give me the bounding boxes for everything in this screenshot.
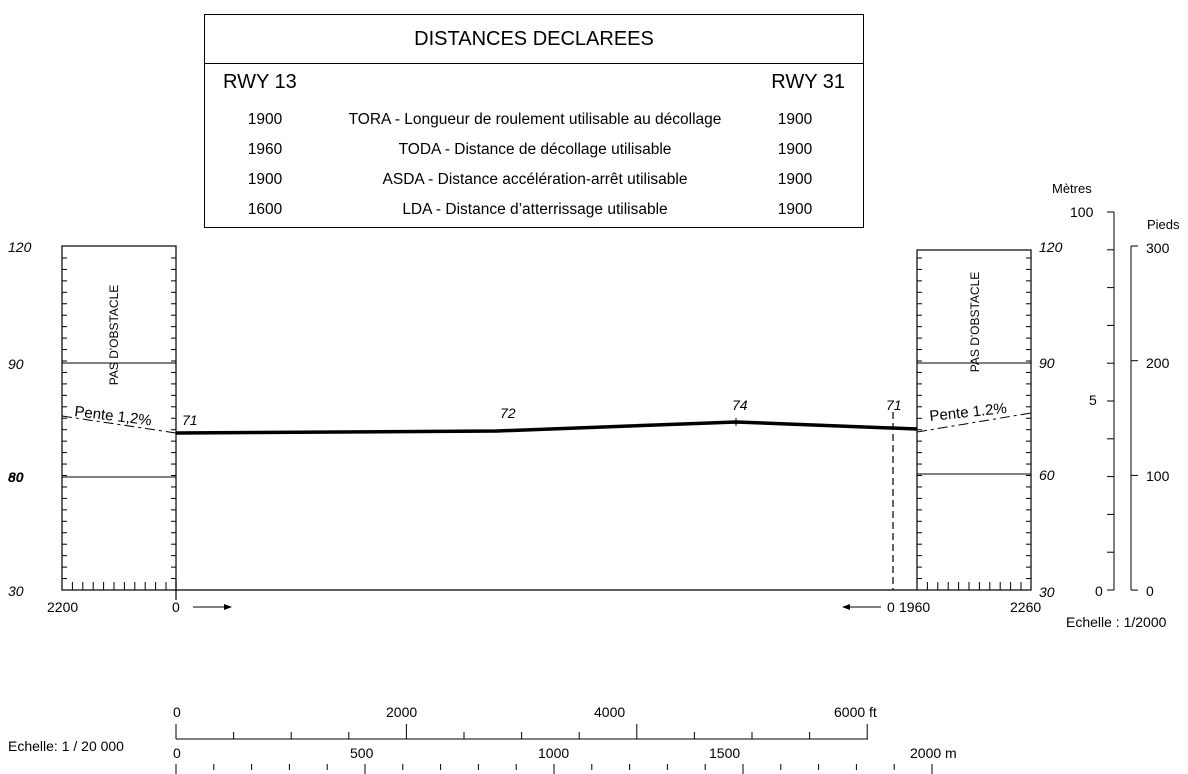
axis-label-120: 120: [1039, 239, 1063, 255]
right-elevation-axis: 120 90 60 30: [1039, 239, 1063, 600]
feet-label-300: 300: [1146, 240, 1170, 256]
axis-label-60: 60: [8, 469, 24, 485]
m-label-0: 0: [173, 745, 181, 761]
rwy31-value: 1900: [777, 201, 813, 218]
profile-elevations: 71 72 74 71: [182, 397, 902, 428]
ft-label-2000: 2000: [386, 704, 417, 720]
table-row-lda: 1600 LDA - Distance d’atterrissage utili…: [205, 201, 863, 225]
m-label-1500: 1500: [709, 745, 740, 761]
distance-description: ASDA - Distance accélération-arrêt utili…: [382, 171, 688, 188]
ft-label-4000: 4000: [594, 704, 625, 720]
table-row-tora: 1900 TORA - Longueur de roulement utilis…: [205, 111, 863, 135]
distance-label-left-zero: 0: [172, 599, 180, 615]
rwy-13-header: RWY 13: [223, 71, 297, 93]
distance-label-right-end: 2260: [1010, 599, 1041, 615]
distance-description: TODA - Distance de décollage utilisable: [398, 141, 672, 158]
rwy31-value: 1900: [777, 111, 813, 128]
left-box-ticks: [62, 257, 176, 591]
axis-label-90: 90: [8, 356, 24, 372]
elevation-label: 71: [182, 412, 198, 428]
distance-description: TORA - Longueur de roulement utilisable …: [348, 111, 722, 128]
feet-scale-ticks: [175, 724, 868, 739]
feet-label-100: 100: [1146, 468, 1170, 484]
horizontal-scale: Echelle: 1 / 20 000 0 2000 4000 6000 ft …: [8, 704, 957, 774]
right-box-ticks: [917, 257, 1031, 591]
rwy13-value: 1900: [247, 111, 283, 128]
axis-label-30: 30: [8, 583, 24, 599]
feet-ticks: [1131, 245, 1138, 591]
rwy13-value: 1960: [247, 141, 283, 158]
vertical-scale: Mètres Pieds 100 5 0 300 200 100 0 Echel…: [1052, 181, 1180, 630]
metres-ticks: [1107, 211, 1114, 591]
axis-label-overlap: 80: [8, 469, 24, 485]
rwy31-value: 1900: [777, 141, 813, 158]
feet-label-0: 0: [1146, 583, 1154, 599]
m-label-500: 500: [350, 745, 374, 761]
axis-label-60: 60: [1039, 467, 1055, 483]
arrow-left-head-icon: [842, 604, 850, 610]
m-label-2000: 2000 m: [910, 745, 957, 761]
left-slope-label: Pente 1,2%: [74, 403, 153, 429]
right-obstacle-box: PAS D'OBSTACLE Pente 1.2%: [916, 249, 1032, 591]
metres-label-0: 0: [1095, 583, 1103, 599]
m-label-1000: 1000: [538, 745, 569, 761]
distance-description: LDA - Distance d’atterrissage utilisable: [402, 201, 668, 218]
axis-label-30: 30: [1039, 584, 1055, 600]
rwy13-value: 1600: [247, 201, 283, 218]
left-slope-line: [61, 415, 177, 434]
declared-distances-table: DISTANCES DECLAREES RWY 13 RWY 31 1900 T…: [204, 14, 864, 228]
distance-label-left-start: 2200: [47, 599, 78, 615]
distance-label-1960: 1960: [899, 599, 930, 615]
right-slope-line: [916, 412, 1032, 433]
left-elevation-axis: 120 90 80 60 30: [8, 239, 32, 599]
left-obstacle-box: PAS D'OBSTACLE Pente 1,2%: [61, 245, 177, 591]
arrow-right-head-icon: [224, 604, 232, 610]
ft-label-6000: 6000 ft: [834, 704, 877, 720]
metre-scale-ticks: [175, 764, 933, 774]
axis-label-90: 90: [1039, 355, 1055, 371]
metres-title: Mètres: [1052, 181, 1092, 196]
distance-label-right-zero: 0: [887, 599, 895, 615]
direction-arrows: [193, 604, 881, 610]
runway-profile-line: [175, 420, 918, 435]
metres-label-100: 100: [1070, 204, 1094, 220]
feet-label-200: 200: [1146, 355, 1170, 371]
vertical-scale-text: Echelle : 1/2000: [1066, 614, 1167, 630]
rwy-31-header: RWY 31: [771, 71, 845, 93]
ft-label-0: 0: [173, 704, 181, 720]
table-row-toda: 1960 TODA - Distance de décollage utilis…: [205, 141, 863, 165]
metres-label-5: 5: [1089, 392, 1097, 408]
table-row-asda: 1900 ASDA - Distance accélération-arrêt …: [205, 171, 863, 195]
elevation-label: 71: [886, 397, 902, 413]
rwy13-value: 1900: [247, 171, 283, 188]
distance-labels: 2200 0 0 1960 2260: [47, 599, 1041, 615]
elevation-label: 72: [500, 405, 516, 421]
feet-title: Pieds: [1147, 217, 1180, 232]
elevation-label: 74: [732, 397, 748, 413]
axis-label-120: 120: [8, 239, 32, 255]
rwy31-value: 1900: [777, 171, 813, 188]
table-title: DISTANCES DECLAREES: [205, 15, 863, 64]
no-obstacle-label: PAS D'OBSTACLE: [107, 285, 121, 386]
no-obstacle-label: PAS D'OBSTACLE: [968, 272, 982, 373]
right-slope-label: Pente 1.2%: [929, 400, 1008, 425]
horizontal-scale-label: Echelle: 1 / 20 000: [8, 738, 124, 754]
